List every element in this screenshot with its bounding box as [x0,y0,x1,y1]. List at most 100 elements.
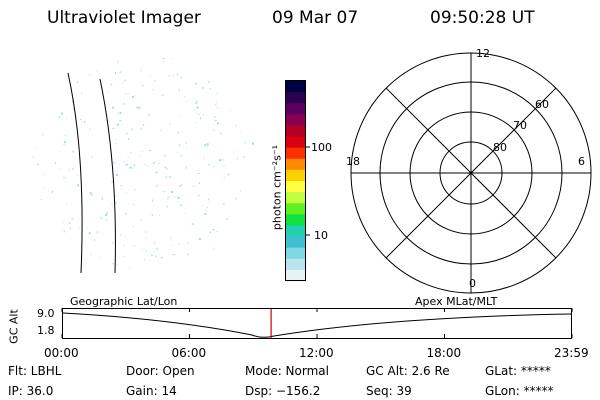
image-speck [159,214,161,216]
image-speck [71,218,74,220]
image-speck [90,194,93,196]
mlat-label-70: 70 [513,119,527,132]
image-speck [244,142,246,144]
meridian-line-left [67,72,83,274]
image-speck [162,58,165,59]
colorbar-tick-100: 100 [311,141,332,154]
image-speck [208,80,211,83]
geographic-caption: Geographic Lat/Lon [70,295,178,308]
image-speck [128,157,130,159]
image-speck [233,151,235,153]
image-speck [196,106,199,109]
image-speck [129,166,132,169]
image-speck [141,84,144,87]
image-speck [132,225,134,228]
gain-label: Gain: 14 [126,384,177,398]
image-speck [115,201,117,204]
mlt-label-6: 6 [578,155,585,168]
image-speck [138,106,141,109]
colorbar-band [286,203,306,215]
image-speck [187,253,189,256]
image-speck [235,197,237,200]
image-speck [192,224,194,225]
image-speck [158,162,160,164]
image-speck [123,256,126,258]
image-speck [116,60,119,62]
image-speck [87,219,89,221]
image-speck [207,145,209,147]
mlt-label-18: 18 [346,155,360,168]
image-speck [119,71,122,74]
y-max-label: 9.0 [37,307,55,320]
image-speck [181,194,183,196]
image-speck [202,205,204,207]
image-speck [187,242,189,245]
image-speck [213,116,216,119]
image-speck [154,80,156,82]
image-speck [116,123,119,126]
door-label: Door: Open [126,364,195,378]
image-speck [223,164,225,167]
image-speck [148,259,150,261]
image-speck [40,199,42,201]
image-speck [134,164,136,167]
image-speck [115,195,117,197]
image-speck [197,173,200,174]
image-speck [128,138,130,141]
image-speck [156,247,159,250]
seq-label: Seq: 39 [366,384,412,398]
time-label: 09:50:28 UT [430,8,535,28]
image-speck [89,74,91,76]
image-speck [219,159,221,162]
image-speck [111,263,114,265]
image-speck [134,188,136,190]
time-tick-label: 06:00 [171,346,207,360]
image-speck [155,255,157,258]
image-speck [124,93,127,95]
image-speck [191,223,194,225]
image-speck [180,76,183,79]
image-speck [113,161,116,164]
image-speck [200,117,202,120]
image-speck [152,88,155,90]
image-speck [111,203,113,206]
image-speck [214,119,217,121]
image-speck [205,210,207,212]
colorbar-unit-label: photon cm⁻²s⁻¹ [270,144,284,231]
image-speck [112,106,115,109]
image-speck [219,132,222,135]
image-speck [94,239,96,241]
image-speck [141,150,143,152]
image-speck [152,199,154,202]
image-speck [168,75,170,77]
image-speck [140,219,142,222]
image-speck [216,92,218,95]
image-speck [72,108,74,110]
geographic-image-panel [32,58,254,274]
image-speck [105,219,108,221]
image-speck [125,163,128,166]
image-speck [154,161,156,163]
image-speck [170,237,172,239]
image-speck [177,131,179,134]
image-speck [176,73,179,76]
image-speck [100,143,102,145]
image-speck [172,253,175,255]
image-speck [240,130,242,132]
mlat-label-80: 80 [493,141,507,154]
image-speck [195,101,198,103]
image-speck [212,112,214,114]
image-speck [84,120,86,123]
image-speck [150,75,152,77]
colorbar-band [286,214,306,226]
image-speck [206,143,209,146]
image-speck [165,175,167,178]
image-speck [201,86,204,89]
time-tick-label: 12:00 [299,346,334,360]
image-speck [117,62,119,64]
image-speck [205,206,208,208]
image-speck [146,165,149,167]
image-speck [119,163,121,165]
colorbar-band [286,247,306,260]
image-speck [221,158,224,161]
